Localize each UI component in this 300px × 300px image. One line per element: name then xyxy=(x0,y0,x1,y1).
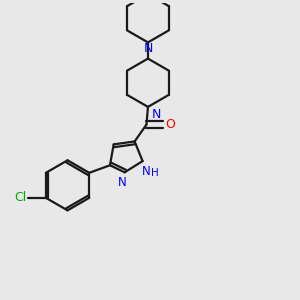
Text: N: N xyxy=(143,42,153,55)
Text: Cl: Cl xyxy=(14,191,27,204)
Text: N: N xyxy=(152,108,161,122)
Text: N: N xyxy=(118,176,127,189)
Text: O: O xyxy=(165,118,175,131)
Text: H: H xyxy=(151,168,159,178)
Text: N: N xyxy=(142,165,151,178)
